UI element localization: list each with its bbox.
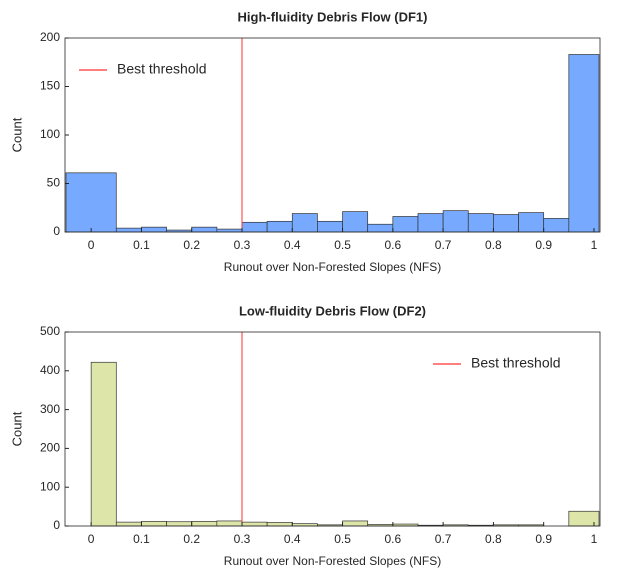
histogram-bar bbox=[216, 520, 243, 527]
x-tick-label: 0.7 bbox=[435, 532, 452, 546]
x-tick-label: 0.9 bbox=[535, 238, 552, 252]
y-tick-label: 0 bbox=[53, 224, 60, 238]
histogram-bar bbox=[442, 210, 469, 233]
x-tick-label: 0.3 bbox=[234, 532, 251, 546]
histogram-bar bbox=[317, 220, 343, 233]
x-tick-label: 0.5 bbox=[334, 532, 351, 546]
y-tick-label: 150 bbox=[40, 79, 60, 93]
histogram-bar bbox=[191, 520, 218, 527]
histogram-bar bbox=[518, 212, 545, 233]
histogram-bar bbox=[141, 520, 167, 527]
chart-title: Low-fluidity Debris Flow (DF2) bbox=[239, 303, 426, 318]
histogram-bar bbox=[115, 521, 142, 527]
histogram-bar bbox=[241, 221, 268, 233]
x-tick-label: 0.8 bbox=[485, 238, 502, 252]
histogram-bar bbox=[191, 226, 218, 233]
histogram-bar bbox=[241, 521, 268, 527]
histogram-bar bbox=[115, 227, 142, 233]
histogram-bar bbox=[166, 521, 193, 527]
x-tick-label: 0.1 bbox=[133, 238, 150, 252]
x-tick-label: 0 bbox=[88, 238, 95, 252]
histogram-bar bbox=[392, 216, 419, 233]
histogram-bar bbox=[141, 226, 167, 233]
x-tick-label: 0.6 bbox=[384, 532, 401, 546]
x-tick-label: 0 bbox=[88, 532, 95, 546]
axes-box bbox=[64, 331, 601, 527]
y-axis-label: Count bbox=[9, 411, 24, 446]
y-tick-label: 200 bbox=[40, 30, 60, 44]
y-axis-label: Count bbox=[9, 117, 24, 152]
y-tick-label: 0 bbox=[53, 518, 60, 532]
x-axis-label: Runout over Non-Forested Slopes (NFS) bbox=[224, 554, 441, 568]
histogram-bar bbox=[266, 220, 293, 233]
x-tick-label: 0.9 bbox=[535, 532, 552, 546]
histogram-bar bbox=[568, 510, 600, 527]
x-tick-label: 0.7 bbox=[435, 238, 452, 252]
x-tick-label: 0.4 bbox=[284, 238, 301, 252]
x-tick-label: 0.3 bbox=[234, 238, 251, 252]
histogram-bar bbox=[417, 213, 444, 233]
x-tick-label: 1 bbox=[591, 532, 598, 546]
legend-label: Best threshold bbox=[117, 61, 207, 77]
x-tick-label: 0.5 bbox=[334, 238, 351, 252]
y-tick-label: 500 bbox=[40, 324, 60, 338]
x-tick-label: 0.2 bbox=[183, 238, 200, 252]
y-tick-label: 200 bbox=[40, 441, 60, 455]
histogram-bar bbox=[467, 213, 494, 233]
histogram-bar bbox=[90, 361, 117, 527]
x-tick-label: 0.4 bbox=[284, 532, 301, 546]
histogram-bar bbox=[291, 213, 318, 233]
histogram-bar bbox=[493, 214, 519, 233]
x-tick-label: 0.8 bbox=[485, 532, 502, 546]
histogram-bar bbox=[266, 522, 293, 527]
y-tick-label: 100 bbox=[40, 479, 60, 493]
chart-title: High-fluidity Debris Flow (DF1) bbox=[238, 9, 428, 24]
histogram-bar bbox=[342, 211, 369, 233]
x-axis-label: Runout over Non-Forested Slopes (NFS) bbox=[224, 260, 441, 274]
x-tick-label: 0.1 bbox=[133, 532, 150, 546]
y-tick-label: 300 bbox=[40, 402, 60, 416]
histogram-bar bbox=[568, 54, 600, 233]
x-tick-label: 0.2 bbox=[183, 532, 200, 546]
histogram-bar bbox=[367, 223, 394, 233]
histogram-bar bbox=[65, 172, 117, 233]
x-tick-label: 1 bbox=[591, 238, 598, 252]
y-tick-label: 400 bbox=[40, 363, 60, 377]
legend-label: Best threshold bbox=[471, 355, 561, 371]
histogram-bar bbox=[543, 218, 570, 233]
histogram-bar bbox=[216, 228, 243, 233]
histogram-bar bbox=[342, 520, 369, 527]
y-tick-label: 100 bbox=[40, 127, 60, 141]
y-tick-label: 50 bbox=[47, 176, 61, 190]
x-tick-label: 0.6 bbox=[384, 238, 401, 252]
